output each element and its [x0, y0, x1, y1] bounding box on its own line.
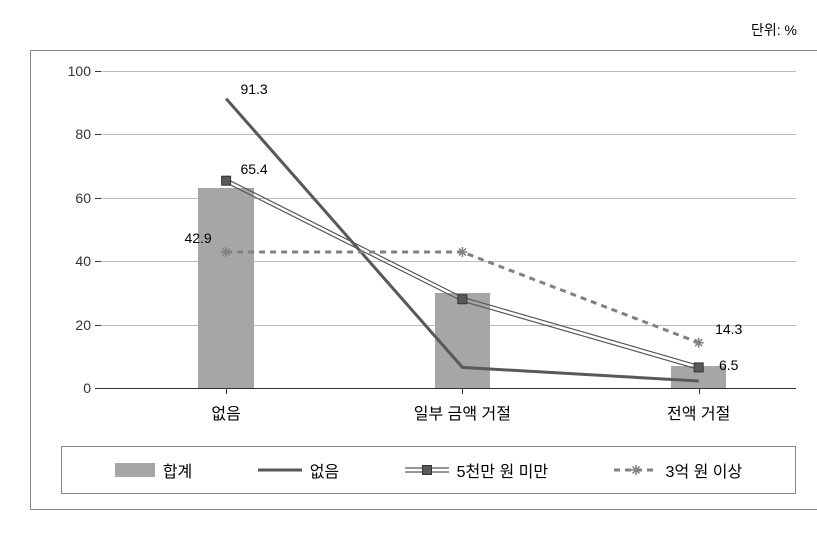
chart-wrapper: 단위: % 0 20 40 60 80 100 없음 일부 금액 거절 전액 거절 91.3 65.… [20, 20, 817, 520]
ytick-label: 100 [68, 63, 91, 79]
ytick-mark [95, 198, 101, 199]
legend-swatch-line [405, 460, 449, 480]
xtick-label: 없음 [211, 400, 240, 424]
ytick-label: 40 [75, 253, 91, 269]
legend-item: 없음 [258, 458, 339, 482]
ytick-mark [95, 261, 101, 262]
xtick-label: 일부 금액 거절 [414, 400, 511, 424]
legend-item: 합계 [115, 458, 192, 482]
ytick-mark [95, 134, 101, 135]
ytick-label: 60 [75, 190, 91, 206]
legend-label: 5천만 원 미만 [457, 458, 548, 482]
xtick-mark [226, 388, 227, 394]
chart-box: 0 20 40 60 80 100 없음 일부 금액 거절 전액 거절 91.3 65.4 42.9 1… [30, 50, 817, 510]
plot-area: 020406080100없음일부 금액 거절전액 거절91.365.442.91… [101, 71, 796, 389]
unit-label: 단위: % [751, 20, 797, 40]
legend-swatch-line [614, 460, 658, 480]
legend-item: 5천만 원 미만 [405, 458, 548, 482]
ytick-mark [95, 325, 101, 326]
legend-label: 합계 [163, 458, 192, 482]
gridline [101, 134, 796, 135]
legend-label: 3억 원 이상 [666, 458, 743, 482]
data-label: 91.3 [240, 81, 267, 97]
bar [198, 188, 254, 388]
data-label: 65.4 [240, 161, 267, 177]
legend-label: 없음 [310, 458, 339, 482]
bar [435, 293, 491, 388]
data-label: 42.9 [184, 230, 211, 246]
legend-swatch-bar [115, 463, 155, 477]
gridline [101, 71, 796, 72]
ytick-label: 20 [75, 317, 91, 333]
xtick-mark [462, 388, 463, 394]
ytick-mark [95, 71, 101, 72]
ytick-label: 0 [83, 380, 91, 396]
xtick-mark [699, 388, 700, 394]
xtick-label: 전액 거절 [667, 400, 730, 424]
legend: 합계 없음 5천만 원 미만 3억 원 이상 [61, 446, 796, 494]
ytick-mark [95, 388, 101, 389]
data-label: 14.3 [715, 321, 742, 337]
legend-item: 3억 원 이상 [614, 458, 743, 482]
ytick-label: 80 [75, 126, 91, 142]
legend-swatch-line [258, 460, 302, 480]
data-label: 6.5 [719, 357, 738, 373]
